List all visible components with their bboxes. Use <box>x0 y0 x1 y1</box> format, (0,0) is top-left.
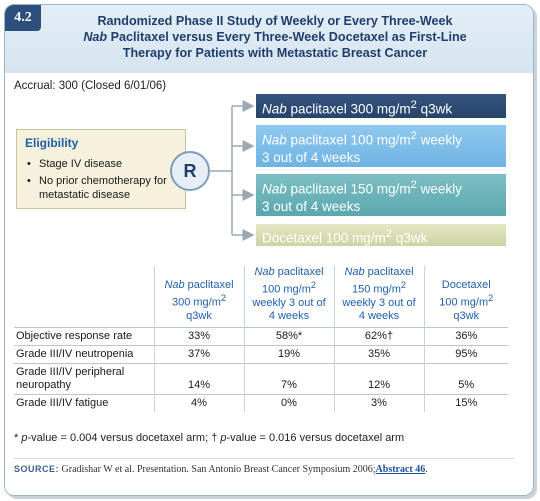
title-line-3: Therapy for Patients with Metastatic Bre… <box>122 46 428 60</box>
eligibility-item: No prior chemotherapy for metastatic dis… <box>27 174 185 202</box>
eligibility-box: Eligibility Stage IV disease No prior ch… <box>16 129 186 209</box>
arm-sup: 2 <box>385 228 393 240</box>
footnote: * p-value = 0.004 versus docetaxel arm; … <box>14 432 405 444</box>
arm-1-line-1: Nab paclitaxel 300 mg/m2 q3wk <box>262 97 500 118</box>
arm-2-line-1: Nab paclitaxel 100 mg/m2 weekly <box>262 128 500 149</box>
arm-2-box: Nab paclitaxel 100 mg/m2 weekly 3 out of… <box>256 125 506 167</box>
source-text: Gradishar W et al. Presentation. San Ant… <box>59 464 376 475</box>
table-cell: 36% <box>423 326 508 346</box>
figure-frame: 4.2 Randomized Phase II Study of Weekly … <box>4 4 534 496</box>
arm-3-line-1: Nab paclitaxel 150 mg/m2 weekly <box>262 177 500 198</box>
figure-number-badge: 4.2 <box>5 5 41 31</box>
arm-text: Docetaxel 100 mg/m <box>262 230 386 246</box>
arm-text-end: weekly <box>416 181 462 197</box>
accrual-text: Accrual: 300 (Closed 6/01/06) <box>14 80 167 92</box>
table-cell: 35% <box>333 344 424 364</box>
results-table: Nab paclitaxel 300 mg/m2 q3wk Nab paclitax… <box>14 266 508 412</box>
table-row: Grade III/IV peripheral neuropathy 14% 7%… <box>14 362 508 395</box>
arm-3-line-2: 3 out of 4 weeks <box>262 198 361 214</box>
table-header-cell: Docetaxel 100 mg/m2 q3wk <box>423 266 508 328</box>
figure-title: Randomized Phase II Study of Weekly or E… <box>55 13 495 61</box>
table-row: Grade III/IV neutropenia 37% 19% 35% 95% <box>14 344 508 364</box>
arm-italic: Nab <box>262 181 287 197</box>
eligibility-item: Stage IV disease <box>27 157 185 171</box>
table-cell: 12% <box>333 362 424 395</box>
table-header-cell: Nab paclitaxel 150 mg/m2 weekly 3 out of 4 … <box>333 266 424 328</box>
arm-text-end: q3wk <box>416 101 453 117</box>
table-cell: 5% <box>423 362 508 395</box>
table-header-cell: Nab paclitaxel 100 mg/m2 weekly 3 out of 4 … <box>243 266 334 328</box>
arm-text-end: q3wk <box>392 230 428 246</box>
row-label: Grade III/IV fatigue <box>14 393 154 412</box>
arm-text: paclitaxel 100 mg/m <box>286 132 411 148</box>
source-divider <box>14 458 514 459</box>
source-label: SOURCE: <box>14 464 60 474</box>
table-cell: 95% <box>423 344 508 364</box>
table-cell: 3% <box>333 393 424 412</box>
arm-italic: Nab <box>262 132 287 148</box>
arm-2-line-2: 3 out of 4 weeks <box>262 149 361 165</box>
arm-sup: 2 <box>410 179 417 191</box>
table-row: Objective response rate 33% 58%* 62%† 36… <box>14 326 508 346</box>
table-cell: 33% <box>153 326 244 346</box>
table-row: Grade III/IV fatigue 4% 0% 3% 15% <box>14 393 508 412</box>
title-line-1: Randomized Phase II Study of Weekly or E… <box>97 14 453 28</box>
arm-4-box: Docetaxel 100 mg/m2 q3wk <box>256 224 506 246</box>
table-cell: 37% <box>153 344 244 364</box>
title-line-2-rest: Paclitaxel versus Every Three-Week Docet… <box>107 30 467 44</box>
eligibility-title: Eligibility <box>25 136 79 150</box>
table-cell: 14% <box>153 362 244 395</box>
source-citation: SOURCE: Gradishar W et al. Presentation.… <box>14 464 428 475</box>
row-label: Objective response rate <box>14 326 154 346</box>
title-italic: Nab <box>83 30 108 44</box>
table-cell: 58%* <box>243 326 334 346</box>
arm-text: paclitaxel 150 mg/m <box>286 181 411 197</box>
header: 4.2 Randomized Phase II Study of Weekly … <box>5 5 533 73</box>
row-label: Grade III/IV neutropenia <box>14 344 154 364</box>
table-cell: 62%† <box>333 326 424 346</box>
arm-sup: 2 <box>410 99 417 111</box>
arm-text: paclitaxel 300 mg/m <box>286 101 411 117</box>
arm-4-line-1: Docetaxel 100 mg/m2 q3wk <box>262 226 500 247</box>
arm-3-box: Nab paclitaxel 150 mg/m2 weekly 3 out of… <box>256 174 506 216</box>
table-cell: 15% <box>423 393 508 412</box>
table-cell: 19% <box>243 344 334 364</box>
arm-text-end: weekly <box>416 132 462 148</box>
table-cell: 0% <box>243 393 334 412</box>
row-label: Grade III/IV peripheral neuropathy <box>14 362 154 395</box>
table-cell: 4% <box>153 393 244 412</box>
table-header-row: Nab paclitaxel 300 mg/m2 q3wk Nab paclitax… <box>14 266 508 328</box>
arm-sup: 2 <box>410 130 417 142</box>
table-header-blank <box>14 266 154 327</box>
arm-italic: Nab <box>262 101 287 117</box>
title-line-2: Nab Paclitaxel versus Every Three-Week D… <box>55 29 495 45</box>
arm-1-box: Nab paclitaxel 300 mg/m2 q3wk <box>256 94 506 118</box>
table-cell: 7% <box>243 362 334 395</box>
randomization-circle: R <box>170 151 210 191</box>
table-header-cell: Nab paclitaxel 300 mg/m2 q3wk <box>153 266 244 328</box>
abstract-link[interactable]: Abstract 46 <box>375 464 426 475</box>
eligibility-list: Stage IV disease No prior chemotherapy f… <box>27 157 185 205</box>
